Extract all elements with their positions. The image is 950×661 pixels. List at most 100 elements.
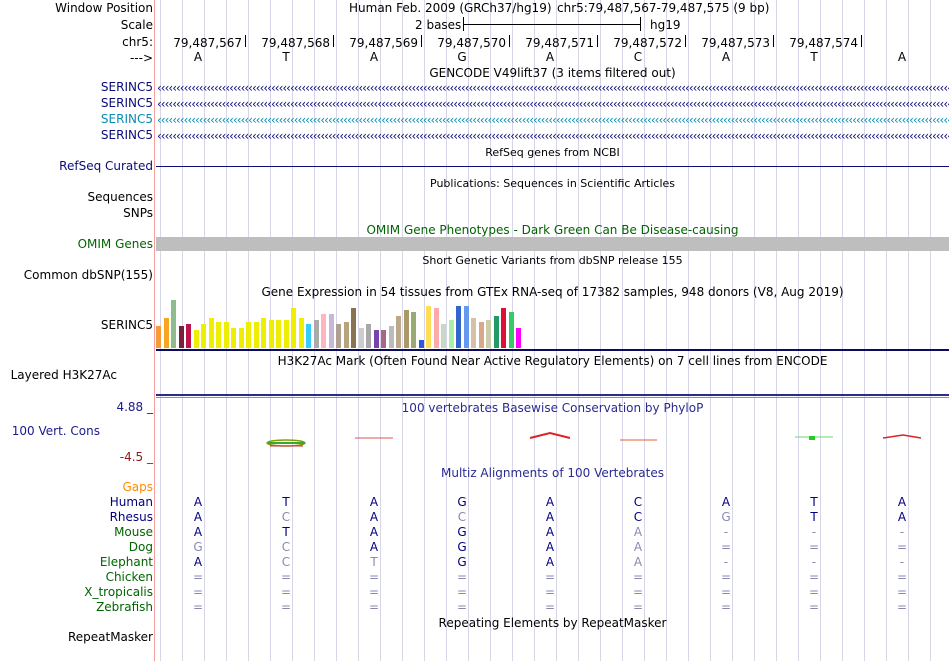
multiz-species-label[interactable]: Dog (128, 540, 153, 554)
multiz-species-label[interactable]: Human (109, 495, 153, 509)
gtex-tissue-bar[interactable] (186, 324, 191, 348)
gtex-tissue-bar[interactable] (171, 300, 176, 348)
gtex-tissue-bar[interactable] (396, 316, 401, 348)
multiz-species-label[interactable]: Zebrafish (96, 600, 153, 614)
multiz-species-label[interactable]: Rhesus (109, 510, 153, 524)
gtex-tissue-bar[interactable] (486, 320, 491, 348)
gtex-tissue-bar[interactable] (343, 322, 349, 348)
dbsnp-title[interactable]: Short Genetic Variants from dbSNP releas… (422, 254, 683, 267)
gtex-title[interactable]: Gene Expression in 54 tissues from GTEx … (261, 285, 844, 299)
sequences-label[interactable]: Sequences (87, 190, 153, 204)
gencode-title[interactable]: GENCODE V49lift37 (3 items filtered out) (429, 66, 676, 80)
gtex-tissue-bar[interactable] (508, 312, 514, 348)
gencode-transcript-1[interactable]: ‹‹‹‹‹‹‹‹‹‹‹‹‹‹‹‹‹‹‹‹‹‹‹‹‹‹‹‹‹‹‹‹‹‹‹‹‹‹‹‹… (157, 83, 949, 93)
gtex-tissue-bar[interactable] (328, 314, 334, 348)
cons-label[interactable]: 100 Vert. Cons (11, 424, 100, 438)
gtex-tissue-bar[interactable] (201, 324, 206, 348)
gtex-tissue-bar[interactable] (493, 316, 499, 348)
gtex-bar-chart[interactable] (156, 300, 536, 348)
gencode-item-label-1[interactable]: SERINC5 (100, 80, 153, 94)
ruler-base[interactable]: T (810, 50, 818, 64)
gtex-tissue-bar[interactable] (313, 320, 319, 348)
gtex-tissue-bar[interactable] (516, 328, 521, 348)
gtex-tissue-bar[interactable] (403, 310, 409, 348)
gaps-label[interactable]: Gaps (122, 480, 153, 494)
gtex-tissue-bar[interactable] (373, 330, 379, 348)
gtex-tissue-bar[interactable] (381, 330, 386, 348)
cons-title[interactable]: 100 vertebrates Basewise Conservation by… (401, 401, 704, 415)
multiz-species-label[interactable]: Chicken (105, 570, 153, 584)
gtex-tissue-bar[interactable] (298, 318, 304, 348)
gtex-tissue-bar[interactable] (163, 318, 169, 348)
gtex-tissue-bar[interactable] (351, 308, 356, 348)
gtex-tissue-bar[interactable] (246, 322, 251, 348)
gtex-tissue-bar[interactable] (411, 312, 416, 348)
h3k27-title[interactable]: H3K27Ac Mark (Often Found Near Active Re… (277, 354, 828, 368)
multiz-species-label[interactable]: X_tropicalis (84, 585, 153, 599)
gtex-tissue-bar[interactable] (388, 326, 394, 348)
gtex-label[interactable]: SERINC5 (100, 318, 153, 332)
gtex-tissue-bar[interactable] (358, 328, 364, 348)
gtex-tissue-bar[interactable] (261, 318, 266, 348)
gtex-tissue-bar[interactable] (426, 306, 431, 348)
gtex-tissue-bar[interactable] (208, 318, 214, 348)
gtex-tissue-bar[interactable] (291, 308, 296, 348)
gencode-item-label-2[interactable]: SERINC5 (100, 96, 153, 110)
gencode-transcript-4[interactable]: ‹‹‹‹‹‹‹‹‹‹‹‹‹‹‹‹‹‹‹‹‹‹‹‹‹‹‹‹‹‹‹‹‹‹‹‹‹‹‹‹… (157, 131, 949, 141)
gtex-tissue-bar[interactable] (441, 324, 446, 348)
gtex-tissue-bar[interactable] (456, 306, 461, 348)
h3k27-label[interactable]: Layered H3K27Ac (10, 368, 117, 382)
gtex-tissue-bar[interactable] (193, 330, 199, 348)
gtex-tissue-bar[interactable] (223, 322, 229, 348)
gtex-tissue-bar[interactable] (463, 306, 469, 348)
gtex-tissue-bar[interactable] (433, 308, 439, 348)
ruler-base[interactable]: A (897, 50, 907, 64)
gtex-tissue-bar[interactable] (418, 340, 424, 348)
gtex-tissue-bar[interactable] (156, 326, 161, 348)
snps-label[interactable]: SNPs (123, 206, 153, 220)
ruler-base[interactable]: A (193, 50, 203, 64)
gtex-tissue-bar[interactable] (231, 328, 236, 348)
gtex-tissue-bar[interactable] (276, 320, 281, 348)
omim-title[interactable]: OMIM Gene Phenotypes - Dark Green Can Be… (366, 223, 739, 237)
multiz-species-label[interactable]: Elephant (99, 555, 153, 569)
cons-plot[interactable] (155, 425, 950, 450)
ruler-base[interactable]: T (282, 50, 290, 64)
gtex-tissue-bar[interactable] (321, 314, 326, 348)
ruler-base[interactable]: G (457, 50, 467, 64)
ruler-base[interactable]: A (545, 50, 555, 64)
gtex-tissue-bar[interactable] (268, 320, 274, 348)
gencode-item-label-4[interactable]: SERINC5 (100, 128, 153, 142)
multiz-species-label[interactable]: Mouse (114, 525, 153, 539)
gencode-transcript-2[interactable]: ‹‹‹‹‹‹‹‹‹‹‹‹‹‹‹‹‹‹‹‹‹‹‹‹‹‹‹‹‹‹‹‹‹‹‹‹‹‹‹‹… (157, 99, 949, 109)
refseq-label[interactable]: RefSeq Curated (59, 159, 153, 173)
gtex-tissue-bar[interactable] (238, 328, 244, 348)
repeat-title[interactable]: Repeating Elements by RepeatMasker (438, 616, 667, 630)
ruler-base[interactable]: C (633, 50, 643, 64)
window-position-label[interactable]: Window Position (55, 1, 153, 15)
refseq-title[interactable]: RefSeq genes from NCBI (485, 146, 620, 159)
multiz-title[interactable]: Multiz Alignments of 100 Vertebrates (440, 466, 665, 480)
gtex-tissue-bar[interactable] (478, 322, 484, 348)
gtex-tissue-bar[interactable] (178, 326, 184, 348)
h3k27-signal-line[interactable] (156, 394, 949, 396)
gtex-tissue-bar[interactable] (253, 322, 259, 348)
repeatmasker-label[interactable]: RepeatMasker (67, 630, 153, 644)
ruler-base[interactable]: A (721, 50, 731, 64)
gtex-tissue-bar[interactable] (336, 324, 341, 348)
dbsnp-label[interactable]: Common dbSNP(155) (23, 268, 153, 282)
gencode-item-label-3[interactable]: SERINC5 (100, 112, 153, 126)
omim-label[interactable]: OMIM Genes (77, 237, 153, 251)
gtex-tissue-bar[interactable] (306, 324, 311, 348)
gtex-tissue-bar[interactable] (471, 318, 476, 348)
pubs-title[interactable]: Publications: Sequences in Scientific Ar… (430, 177, 675, 190)
gtex-tissue-bar[interactable] (366, 324, 371, 348)
gtex-tissue-bar[interactable] (283, 320, 289, 348)
refseq-gene-line[interactable] (156, 166, 949, 167)
gtex-tissue-bar[interactable] (501, 308, 506, 348)
gtex-tissue-bar[interactable] (448, 320, 454, 348)
omim-bar[interactable] (156, 237, 949, 251)
gtex-tissue-bar[interactable] (216, 322, 221, 348)
ruler-base[interactable]: A (369, 50, 379, 64)
gencode-transcript-3[interactable]: ‹‹‹‹‹‹‹‹‹‹‹‹‹‹‹‹‹‹‹‹‹‹‹‹‹‹‹‹‹‹‹‹‹‹‹‹‹‹‹‹… (157, 115, 949, 125)
